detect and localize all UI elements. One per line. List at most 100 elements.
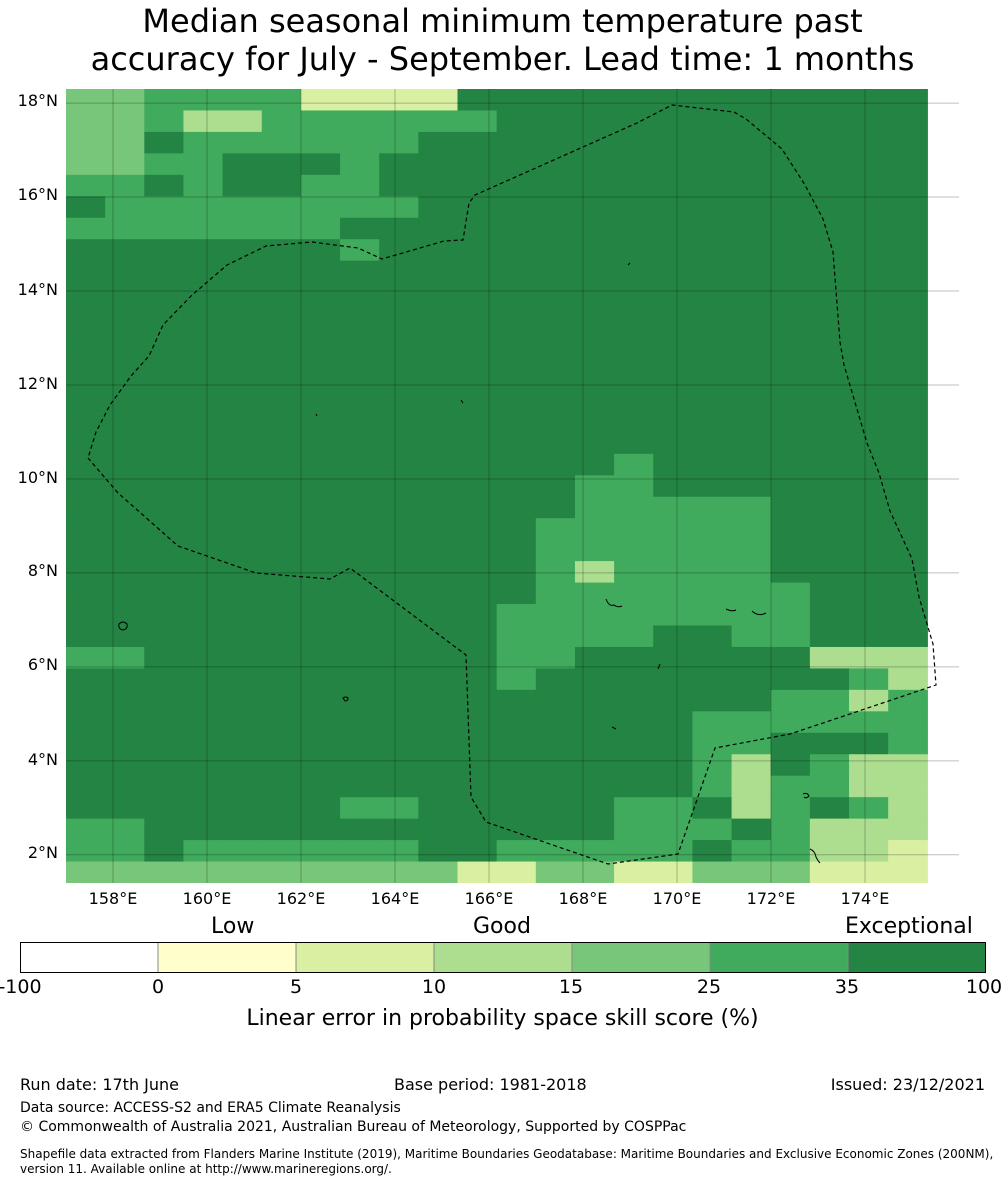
skill-cell	[692, 840, 733, 863]
colorbar-segment	[157, 942, 297, 973]
skill-cell	[653, 282, 694, 305]
skill-cell	[888, 432, 928, 455]
skill-cell	[418, 475, 459, 498]
skill-cell	[418, 539, 459, 562]
skill-cell	[418, 561, 459, 584]
skill-cell	[535, 646, 576, 670]
skill-cell	[809, 389, 850, 412]
skill-cell	[300, 453, 341, 476]
skill-cell	[535, 196, 576, 219]
skill-cell	[144, 325, 185, 348]
skill-cell	[418, 604, 459, 627]
skill-cell	[261, 282, 302, 305]
skill-cell	[222, 861, 263, 883]
skill-cell	[535, 625, 576, 648]
skill-cell	[340, 475, 380, 498]
skill-cell	[340, 260, 380, 283]
skill-cell	[300, 711, 341, 734]
skill-cell	[457, 754, 498, 777]
skill-cell	[614, 732, 654, 755]
skill-cell	[849, 217, 889, 240]
skill-cell	[340, 432, 380, 455]
skill-cell	[340, 367, 380, 391]
skill-cell	[144, 496, 185, 519]
skill-cell	[222, 711, 263, 734]
skill-cell	[379, 604, 419, 627]
skill-cell	[261, 711, 302, 734]
skill-cell	[849, 539, 889, 562]
skill-cell	[183, 561, 224, 584]
colorbar-category-low: Low	[211, 914, 255, 939]
skill-cell	[574, 818, 615, 841]
skill-cell	[809, 453, 850, 476]
skill-cell	[457, 475, 498, 498]
skill-cell	[418, 282, 459, 305]
skill-cell	[183, 475, 224, 498]
skill-cell	[888, 153, 928, 176]
skill-cell	[535, 89, 576, 112]
skill-cell	[574, 604, 615, 627]
skill-cell	[105, 840, 145, 863]
skill-cell	[888, 732, 928, 755]
skill-cell	[692, 582, 733, 605]
skill-cell	[144, 174, 185, 197]
skill-cell	[535, 110, 576, 133]
issued-date: Issued: 23/12/2021	[830, 1075, 985, 1094]
skill-cell	[418, 110, 459, 133]
skill-cell	[457, 153, 498, 176]
skill-cell	[261, 732, 302, 755]
skill-cell	[888, 196, 928, 219]
skill-cell	[614, 174, 654, 197]
skill-cell	[261, 625, 302, 648]
skill-cell	[496, 625, 537, 648]
lon-label: 164°E	[370, 889, 420, 908]
skill-cell	[770, 754, 811, 777]
skill-cell	[379, 475, 419, 498]
skill-cell	[340, 539, 380, 562]
skill-cell	[535, 818, 576, 841]
skill-cell	[574, 432, 615, 455]
skill-cell	[105, 732, 145, 755]
skill-cell	[692, 196, 733, 219]
skill-cell	[300, 840, 341, 863]
skill-cell	[300, 89, 341, 112]
skill-cell	[849, 582, 889, 605]
skill-cell	[144, 775, 185, 798]
colorbar-tick: 35	[834, 976, 860, 998]
skill-cell	[144, 282, 185, 305]
skill-cell	[222, 840, 263, 863]
skill-cell	[144, 453, 185, 476]
skill-cell	[770, 110, 811, 133]
skill-cell	[457, 367, 498, 391]
skill-cell	[144, 840, 185, 863]
skill-cell	[66, 89, 106, 112]
skill-cell	[300, 325, 341, 348]
lon-label: 160°E	[182, 889, 232, 908]
skill-cell	[300, 797, 341, 820]
skill-cell	[849, 496, 889, 519]
skill-cell	[496, 711, 537, 734]
skill-cell	[144, 110, 185, 133]
skill-cell	[574, 668, 615, 691]
colorbar-tick: 5	[289, 976, 303, 998]
skill-cell	[692, 110, 733, 133]
skill-cell	[418, 861, 459, 883]
skill-cell	[222, 174, 263, 197]
skill-cell	[692, 131, 733, 154]
skill-cell	[888, 711, 928, 734]
skill-cell	[340, 453, 380, 476]
skill-cell	[731, 89, 772, 112]
skill-cell	[653, 260, 694, 283]
skill-cell	[614, 582, 654, 605]
skill-cell	[222, 754, 263, 777]
skill-cell	[379, 625, 419, 648]
skill-cell	[692, 604, 733, 627]
skill-cell	[496, 389, 537, 412]
colorbar-tick: -100	[0, 976, 42, 998]
skill-cell	[261, 797, 302, 820]
skill-cell	[379, 239, 419, 262]
lon-label: 170°E	[652, 889, 702, 908]
skill-cell	[535, 754, 576, 777]
skill-cell	[614, 389, 654, 412]
skill-cell	[731, 625, 772, 648]
